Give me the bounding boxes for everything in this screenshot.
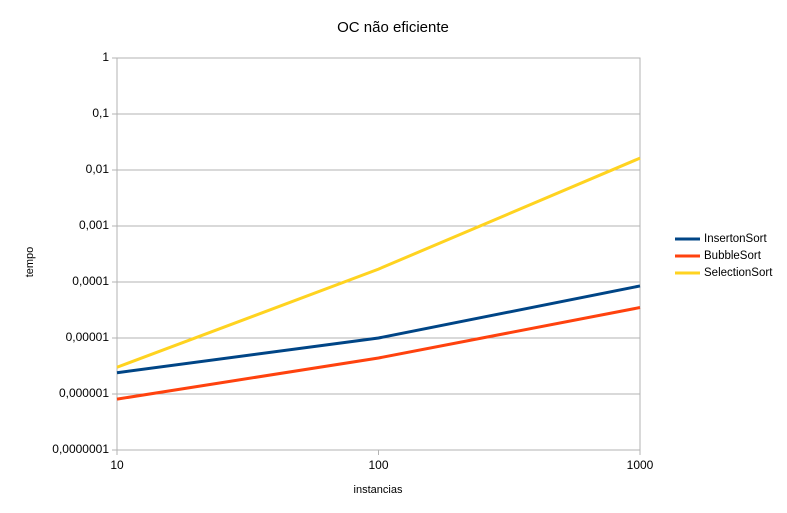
y-tick-label: 0,01 xyxy=(86,162,110,176)
x-tick-label: 100 xyxy=(368,458,388,472)
legend-label: SelectionSort xyxy=(704,267,773,279)
y-tick-label: 0,00001 xyxy=(66,330,110,344)
y-tick-label: 0,001 xyxy=(79,218,109,232)
y-tick-label: 0,0000001 xyxy=(52,442,109,456)
legend-label: InsertonSort xyxy=(704,233,767,245)
series-line xyxy=(116,156,641,369)
y-tick-label: 1 xyxy=(102,50,109,64)
series-line xyxy=(116,306,641,401)
chart-title: OC não eficiente xyxy=(337,19,449,36)
series-line xyxy=(116,284,641,375)
y-tick-label: 0,1 xyxy=(92,106,109,120)
x-tick-label: 10 xyxy=(110,458,124,472)
x-tick-label: 1000 xyxy=(627,458,654,472)
y-tick-label: 0,000001 xyxy=(59,386,109,400)
legend-label: BubbleSort xyxy=(704,250,762,262)
y-tick-label: 0,0001 xyxy=(72,274,109,288)
plot-border xyxy=(116,57,641,451)
x-axis-label: instancias xyxy=(354,484,403,496)
y-axis-label: tempo xyxy=(24,247,36,278)
